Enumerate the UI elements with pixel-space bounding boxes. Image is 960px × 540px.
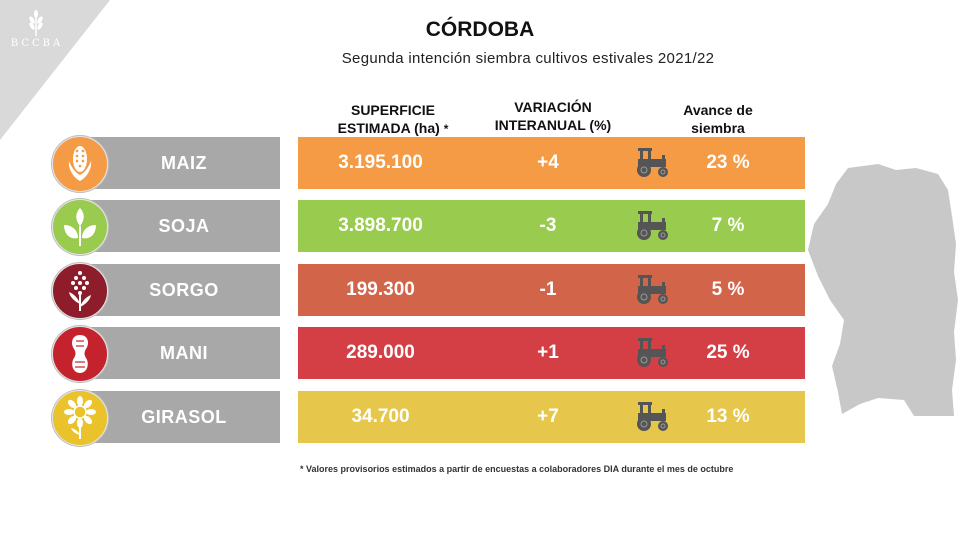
corner-triangle: [0, 0, 110, 140]
crop-row-sorgo: SORGO 199.300 -1 5 %: [0, 263, 960, 319]
crop-data-bar: 34.700 +7 13 %: [298, 391, 805, 443]
superficie-value: 3.195.100: [338, 152, 423, 173]
crop-row-maiz: MAIZ 3.195.100 +4 23 %: [0, 136, 960, 192]
variacion-value: -3: [539, 215, 557, 236]
page-subtitle: Segunda intención siembra cultivos estiv…: [341, 50, 715, 67]
footnote-mark: *: [300, 464, 304, 474]
crop-name: GIRASOL: [78, 391, 280, 443]
crop-row-soja: SOJA 3.898.700 -3 7 %: [0, 199, 960, 255]
peanut-icon: [52, 326, 108, 382]
avance-value: 7 %: [711, 215, 745, 236]
wheat-logo-icon: [29, 10, 43, 36]
variacion-value: -1: [539, 279, 557, 300]
superficie-header-line2: ESTIMADA (ha) *: [318, 119, 468, 138]
sunflower-icon: [52, 390, 108, 446]
variacion-value: +4: [537, 152, 559, 173]
tractor-icon: [637, 275, 668, 304]
column-header-variacion: VARIACIÓN INTERANUAL (%): [478, 98, 628, 134]
avance-value: 25 %: [706, 342, 750, 363]
superficie-value: 289.000: [346, 342, 415, 363]
tractor-icon: [637, 211, 668, 240]
variacion-value: +1: [537, 342, 559, 363]
cordoba-map-icon: [808, 164, 958, 416]
column-header-superficie: SUPERFICIE ESTIMADA (ha) *: [318, 101, 468, 138]
superficie-value: 3.898.700: [338, 215, 423, 236]
variacion-header-line2: INTERANUAL (%): [494, 117, 612, 133]
crop-data-bar: 289.000 +1 25 %: [298, 327, 805, 379]
crop-row-mani: MANI 289.000 +1 25 %: [0, 326, 960, 382]
avance-value: 13 %: [706, 406, 750, 427]
crop-name: SORGO: [78, 264, 280, 316]
superficie-header-line1: SUPERFICIE: [350, 102, 435, 118]
logo-text: BCCBA: [10, 38, 64, 49]
crop-name: MAIZ: [78, 137, 280, 189]
corn-icon: [52, 136, 108, 192]
variacion-header-line1: VARIACIÓN: [514, 99, 592, 115]
superficie-value: 34.700: [351, 406, 410, 427]
crop-row-girasol: GIRASOL 34.700 +7: [0, 390, 960, 446]
asterisk-mark: *: [443, 122, 449, 136]
crop-name: MANI: [78, 327, 280, 379]
page-title: CÓRDOBA: [425, 18, 535, 41]
avance-value: 23 %: [706, 152, 750, 173]
superficie-header-text: ESTIMADA (ha): [337, 120, 440, 136]
superficie-value: 199.300: [346, 279, 415, 300]
tractor-icon: [637, 148, 668, 177]
crop-name: SOJA: [78, 200, 280, 252]
crop-data-bar: 3.195.100 +4 23 %: [298, 137, 805, 189]
footnote: * Valores provisorios estimados a partir…: [300, 464, 733, 474]
soybean-leaves-icon: [52, 199, 108, 255]
crop-data-bar: 3.898.700 -3 7 %: [298, 200, 805, 252]
crop-data-bar: 199.300 -1 5 %: [298, 264, 805, 316]
tractor-icon: [637, 338, 668, 367]
variacion-value: +7: [537, 406, 559, 427]
avance-header-line2: siembra: [691, 120, 745, 136]
footnote-text: Valores provisorios estimados a partir d…: [306, 464, 734, 474]
tractor-icon: [637, 402, 668, 431]
avance-value: 5 %: [711, 279, 745, 300]
column-header-avance: Avance de siembra: [648, 101, 788, 137]
avance-header-line1: Avance de: [683, 102, 753, 118]
sorghum-icon: [52, 263, 108, 319]
